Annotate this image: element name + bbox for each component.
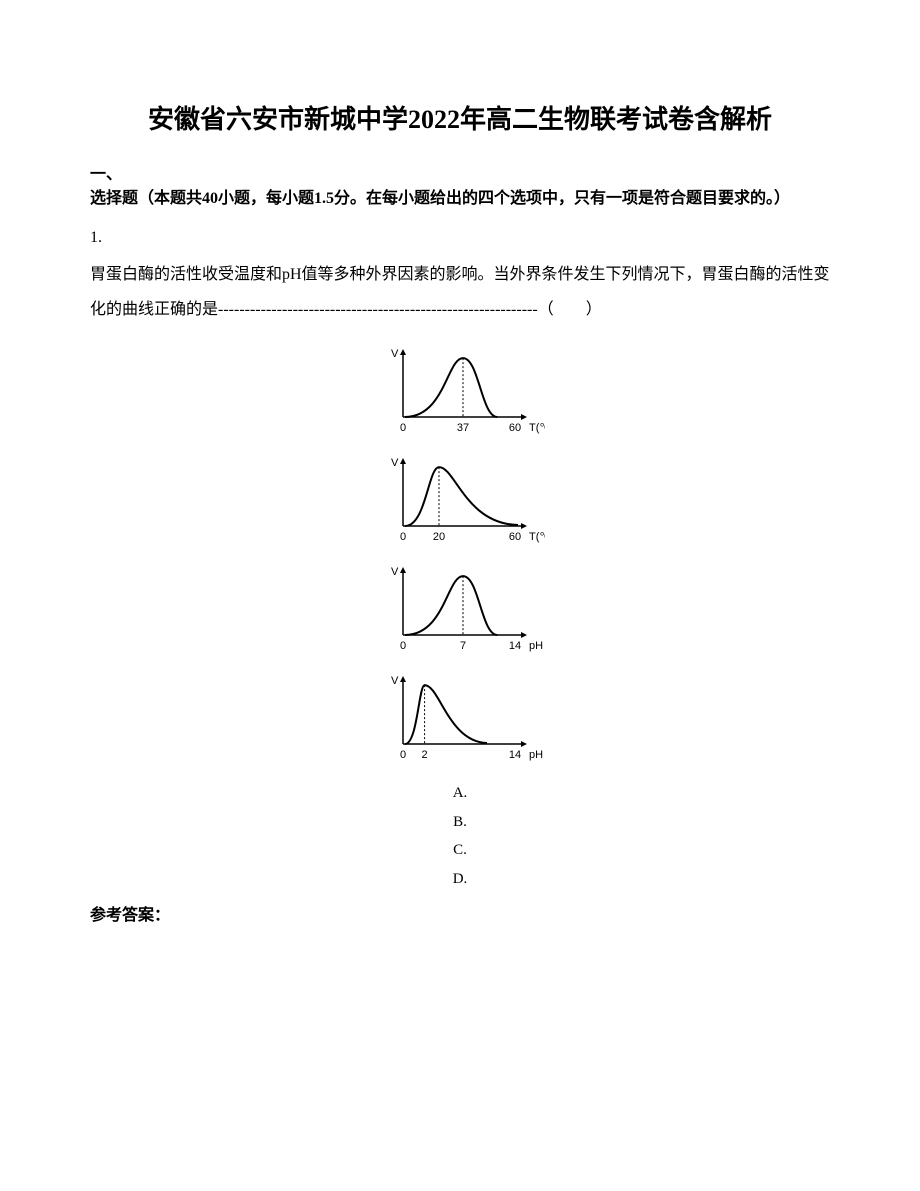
svg-text:0: 0: [400, 749, 406, 761]
svg-text:V: V: [391, 675, 399, 687]
svg-text:0: 0: [400, 531, 406, 543]
svg-text:37: 37: [457, 422, 469, 434]
svg-text:0: 0: [400, 422, 406, 434]
section-instructions: 选择题（本题共40小题，每小题1.5分。在每小题给出的四个选项中，只有一项是符合…: [90, 187, 830, 211]
page-title: 安徽省六安市新城中学2022年高二生物联考试卷含解析: [90, 100, 830, 139]
section-number: 一、: [90, 163, 830, 187]
options-list: A. B. C. D.: [90, 779, 830, 893]
option-b: B.: [453, 808, 467, 837]
svg-text:V: V: [391, 457, 399, 469]
svg-text:20: 20: [433, 531, 445, 543]
chart-a: V T(℃) 0 37 60: [375, 339, 545, 444]
chart-c: V pH 0 7 14: [375, 557, 545, 662]
question-text: 胃蛋白酶的活性收受温度和pH值等多种外界因素的影响。当外界条件发生下列情况下，胃…: [90, 257, 830, 327]
svg-text:14: 14: [509, 749, 521, 761]
svg-text:V: V: [391, 566, 399, 578]
svg-text:pH: pH: [529, 749, 543, 761]
chart-d: V pH 0 2 14: [375, 666, 545, 771]
question-number: 1.: [90, 229, 830, 247]
section-header: 一、 选择题（本题共40小题，每小题1.5分。在每小题给出的四个选项中，只有一项…: [90, 163, 830, 211]
chart-b: V T(℃) 0 20 60: [375, 448, 545, 553]
svg-text:0: 0: [400, 640, 406, 652]
svg-text:pH: pH: [529, 640, 543, 652]
option-d: D.: [453, 865, 468, 894]
svg-text:7: 7: [460, 640, 466, 652]
option-c: C.: [453, 836, 467, 865]
svg-text:14: 14: [509, 640, 521, 652]
answer-label: 参考答案：: [90, 901, 830, 925]
svg-text:2: 2: [422, 749, 428, 761]
svg-text:T(℃): T(℃): [529, 422, 545, 434]
charts-container: V T(℃) 03760 V T(℃) 02060 V pH 0714 V pH: [90, 337, 830, 773]
svg-text:T(℃): T(℃): [529, 531, 545, 543]
svg-text:60: 60: [509, 531, 521, 543]
svg-text:V: V: [391, 348, 399, 360]
svg-text:60: 60: [509, 422, 521, 434]
option-a: A.: [453, 779, 468, 808]
